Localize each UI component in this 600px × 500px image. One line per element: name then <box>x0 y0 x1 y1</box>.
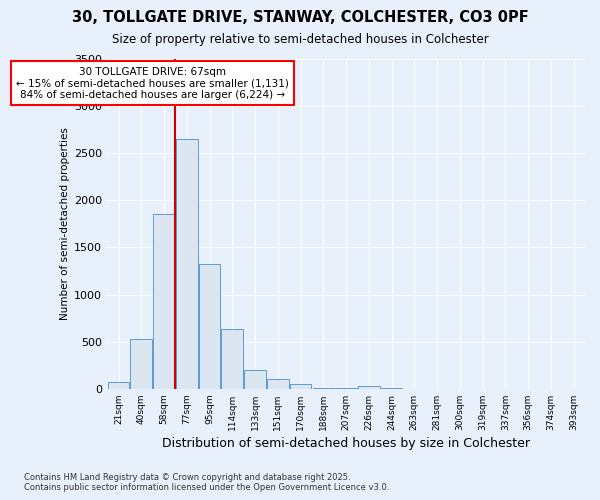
Bar <box>108 382 130 389</box>
X-axis label: Distribution of semi-detached houses by size in Colchester: Distribution of semi-detached houses by … <box>162 437 530 450</box>
Y-axis label: Number of semi-detached properties: Number of semi-detached properties <box>60 128 70 320</box>
Bar <box>244 370 266 389</box>
Bar <box>290 384 311 389</box>
Text: 30, TOLLGATE DRIVE, STANWAY, COLCHESTER, CO3 0PF: 30, TOLLGATE DRIVE, STANWAY, COLCHESTER,… <box>71 10 529 25</box>
Bar <box>176 139 197 389</box>
Text: Size of property relative to semi-detached houses in Colchester: Size of property relative to semi-detach… <box>112 32 488 46</box>
Bar <box>221 328 243 389</box>
Bar <box>358 386 380 389</box>
Text: Contains HM Land Registry data © Crown copyright and database right 2025.
Contai: Contains HM Land Registry data © Crown c… <box>24 473 389 492</box>
Bar <box>335 388 357 389</box>
Bar <box>313 388 334 389</box>
Bar <box>153 214 175 389</box>
Bar <box>267 380 289 389</box>
Bar <box>130 339 152 389</box>
Bar <box>199 264 220 389</box>
Text: 30 TOLLGATE DRIVE: 67sqm
← 15% of semi-detached houses are smaller (1,131)
84% o: 30 TOLLGATE DRIVE: 67sqm ← 15% of semi-d… <box>16 66 289 100</box>
